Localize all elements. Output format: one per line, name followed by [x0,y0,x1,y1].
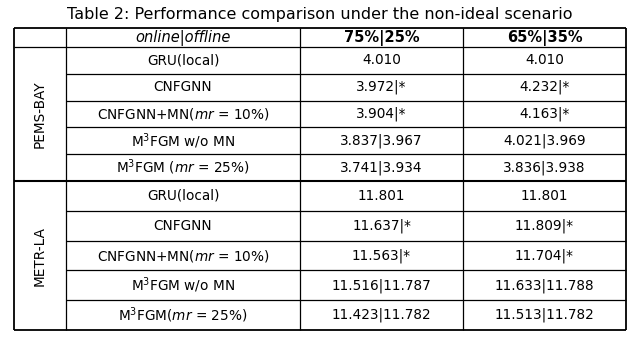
Text: 11.809|*: 11.809|* [515,218,574,233]
Text: 11.633|11.788: 11.633|11.788 [495,278,595,292]
Text: 4.163|*: 4.163|* [520,107,570,121]
Text: METR-LA: METR-LA [33,226,47,286]
Text: online|offline: online|offline [135,30,230,45]
Text: 3.836|3.938: 3.836|3.938 [503,160,586,175]
Text: 4.021|3.969: 4.021|3.969 [503,133,586,148]
Text: CNFGNN: CNFGNN [154,219,212,233]
Text: 3.741|3.934: 3.741|3.934 [340,160,423,175]
Text: GRU(local): GRU(local) [147,53,220,67]
Text: CNFGNN: CNFGNN [154,80,212,94]
Text: 4.010: 4.010 [525,53,564,67]
Text: 11.563|*: 11.563|* [352,248,411,263]
Text: CNFGNN+MN($mr$ = 10%): CNFGNN+MN($mr$ = 10%) [97,247,269,264]
Text: 4.232|*: 4.232|* [520,80,570,95]
Text: 11.516|11.787: 11.516|11.787 [332,278,431,292]
Text: Table 2: Performance comparison under the non-ideal scenario: Table 2: Performance comparison under th… [67,7,573,21]
Text: GRU(local): GRU(local) [147,189,220,203]
Text: M$^3$FGM w/o MN: M$^3$FGM w/o MN [131,131,235,151]
Text: 3.904|*: 3.904|* [356,107,406,121]
Text: 65%|35%: 65%|35% [507,30,582,45]
Text: 11.801: 11.801 [358,189,405,203]
Text: 11.513|11.782: 11.513|11.782 [495,308,595,322]
Text: 11.637|*: 11.637|* [352,218,411,233]
Text: M$^3$FGM ($mr$ = 25%): M$^3$FGM ($mr$ = 25%) [116,158,250,178]
Text: 3.837|3.967: 3.837|3.967 [340,133,423,148]
Text: 3.972|*: 3.972|* [356,80,406,95]
Text: M$^3$FGM w/o MN: M$^3$FGM w/o MN [131,276,235,295]
Text: 4.010: 4.010 [362,53,401,67]
Text: M$^3$FGM($mr$ = 25%): M$^3$FGM($mr$ = 25%) [118,305,248,325]
Text: 11.801: 11.801 [521,189,568,203]
Text: CNFGNN+MN($mr$ = 10%): CNFGNN+MN($mr$ = 10%) [97,106,269,122]
Text: PEMS-BAY: PEMS-BAY [33,80,47,148]
Text: 11.704|*: 11.704|* [515,248,574,263]
Text: 11.423|11.782: 11.423|11.782 [332,308,431,322]
Text: 75%|25%: 75%|25% [344,30,419,45]
